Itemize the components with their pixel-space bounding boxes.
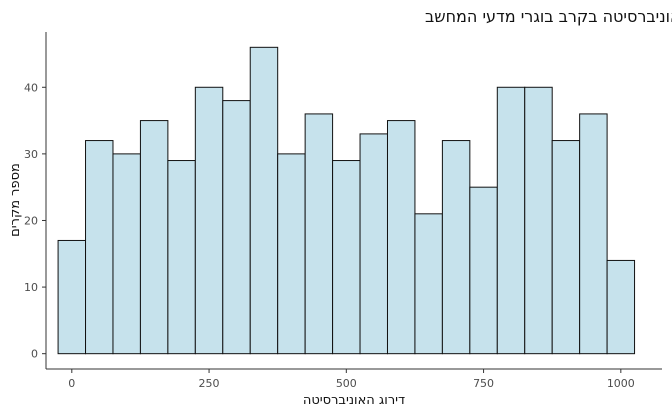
y-ticks-layer: 0 10 20 30 40 — [24, 81, 46, 361]
bars-layer — [57, 46, 636, 355]
histogram-bar — [386, 120, 416, 355]
histogram-bar — [332, 160, 361, 355]
histogram-bar — [112, 153, 141, 355]
histogram-bar — [414, 213, 443, 355]
histogram-bar — [249, 46, 279, 355]
histogram-bar — [304, 113, 334, 355]
histogram-bar — [579, 113, 608, 355]
chart-title: התפלגות דירוג האוניברסיטה בקרב בוגרי מדע… — [425, 7, 672, 26]
histogram-bar — [194, 86, 224, 355]
histogram-bar — [359, 133, 388, 355]
histogram-bar — [524, 86, 553, 355]
histogram-bar — [469, 186, 498, 355]
histogram-bar — [85, 140, 114, 355]
x-axis-title: דירוג האוניברסיטה — [303, 393, 405, 408]
y-tick-label: 40 — [24, 81, 38, 94]
histogram-bar — [139, 120, 169, 355]
y-tick-label: 0 — [31, 348, 38, 361]
y-tick-label: 20 — [24, 214, 38, 227]
histogram-bar — [496, 86, 526, 355]
y-axis-title: מספר מקרים — [8, 163, 23, 237]
histogram-bar — [606, 259, 636, 355]
y-tick-label: 10 — [24, 281, 38, 294]
histogram-bar — [441, 140, 471, 355]
x-tick-label: 250 — [199, 377, 220, 390]
histogram-bar — [277, 153, 306, 355]
y-tick-label: 30 — [24, 148, 38, 161]
x-tick-label: 1000 — [607, 377, 635, 390]
x-ticks-layer: 0 250 500 750 1000 — [68, 369, 635, 390]
x-tick-label: 750 — [473, 377, 494, 390]
x-tick-label: 500 — [336, 377, 357, 390]
histogram-bar — [551, 140, 581, 355]
histogram-bar — [57, 239, 87, 355]
histogram-bar — [222, 100, 251, 355]
x-tick-label: 0 — [68, 377, 75, 390]
histogram-bar — [167, 160, 196, 355]
